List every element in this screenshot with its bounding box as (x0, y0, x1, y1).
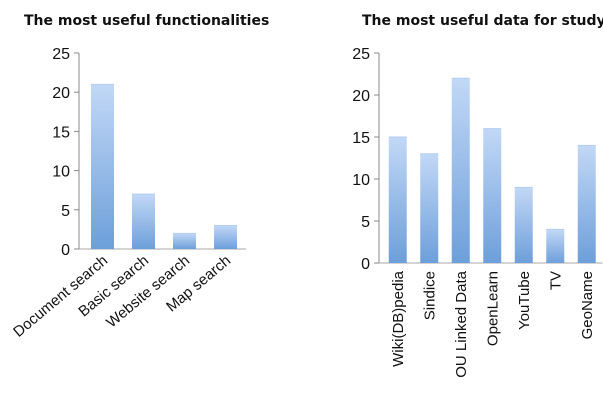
y-tick-label: 20 (352, 88, 370, 105)
y-tick-label: 20 (52, 85, 70, 102)
bar (546, 229, 565, 263)
chart-2-title: The most useful data for study (362, 13, 603, 29)
bar (132, 194, 155, 249)
chart-2-y-axis: 0 5 10 15 20 25 (352, 46, 603, 273)
bar (483, 128, 502, 263)
category-label: Sindice (421, 271, 438, 320)
category-label: OpenLearn (484, 271, 501, 346)
bar (214, 225, 237, 249)
y-tick-label: 15 (352, 130, 370, 147)
category-label: GeoName (579, 271, 596, 339)
chart-2-category-labels: Wiki(DB)pedia Sindice OU Linked Data OpenLe… (390, 270, 596, 377)
y-tick-label: 25 (52, 46, 70, 63)
chart-functionalities: The most useful functionalities 0 5 10 15 20… (10, 13, 269, 341)
category-label: YouTube (516, 271, 533, 330)
bar (420, 153, 439, 263)
y-tick-label: 0 (61, 242, 70, 259)
bar (91, 84, 114, 249)
y-tick-label: 5 (361, 214, 370, 231)
chart-1-bars (91, 83, 237, 249)
y-tick-label: 0 (361, 256, 370, 273)
bar (173, 233, 196, 249)
bar (577, 145, 596, 263)
category-label: TV (547, 271, 564, 290)
chart-1-title: The most useful functionalities (24, 13, 269, 29)
chart-data-for-study: The most useful data for study 0 5 10 15 20 2… (352, 13, 603, 378)
y-tick-label: 10 (52, 164, 70, 181)
y-tick-label: 15 (52, 124, 70, 141)
category-label: Wiki(DB)pedia (390, 270, 407, 367)
y-tick-label: 25 (352, 46, 370, 63)
y-tick-label: 10 (352, 172, 370, 189)
category-label: OU Linked Data (453, 270, 470, 377)
chart-2-bars (388, 77, 596, 263)
bar (451, 78, 470, 263)
bar (514, 187, 533, 263)
y-tick-label: 5 (61, 203, 70, 220)
bar (388, 137, 407, 263)
